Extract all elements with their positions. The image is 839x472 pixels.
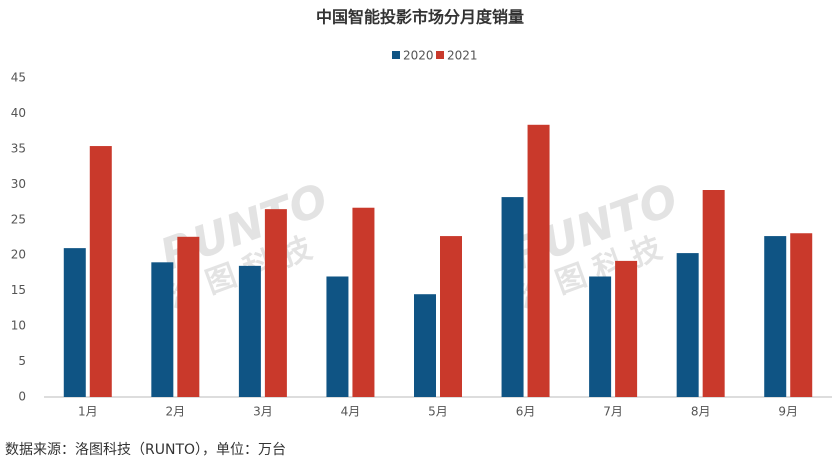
y-tick-label: 30: [11, 177, 26, 191]
x-tick-label: 7月: [603, 405, 623, 419]
bar: [501, 197, 524, 397]
bar: [440, 236, 462, 397]
legend-swatch: [392, 51, 400, 59]
bar: [702, 190, 725, 397]
y-tick-label: 35: [11, 141, 26, 155]
legend-swatch: [436, 51, 444, 59]
x-tick-label: 4月: [341, 405, 361, 419]
y-tick-label: 5: [18, 354, 26, 368]
bar: [177, 236, 200, 397]
x-tick-label: 1月: [78, 405, 98, 419]
bar: [527, 124, 550, 397]
legend-label: 2020: [403, 49, 434, 63]
bar: [615, 260, 638, 397]
bar: [238, 265, 261, 397]
y-tick-label: 20: [11, 248, 26, 262]
x-tick-label: 2月: [166, 405, 186, 419]
y-tick-label: 10: [11, 319, 26, 333]
x-tick-label: 9月: [778, 405, 798, 419]
bar: [63, 248, 86, 397]
bar: [790, 233, 813, 397]
x-tick-label: 8月: [691, 405, 711, 419]
bar: [589, 276, 612, 397]
chart-title: 中国智能投影市场分月度销量: [316, 8, 524, 27]
y-tick-label: 40: [11, 106, 26, 120]
bar: [764, 236, 787, 397]
source-note: 数据来源：洛图科技（RUNTO），单位：万台: [5, 442, 286, 458]
y-tick-label: 0: [18, 390, 26, 404]
bar: [264, 209, 287, 397]
bar: [352, 207, 375, 397]
y-tick-label: 15: [11, 283, 26, 297]
y-tick-label: 45: [11, 71, 26, 85]
x-tick-label: 5月: [428, 405, 448, 419]
bar: [326, 276, 349, 397]
bar: [414, 294, 436, 397]
x-tick-label: 3月: [253, 405, 273, 419]
bar: [89, 146, 112, 397]
bar: [151, 262, 174, 397]
bar: [676, 253, 699, 397]
y-tick-label: 25: [11, 212, 26, 226]
legend-label: 2021: [447, 49, 478, 63]
x-tick-label: 6月: [516, 405, 536, 419]
